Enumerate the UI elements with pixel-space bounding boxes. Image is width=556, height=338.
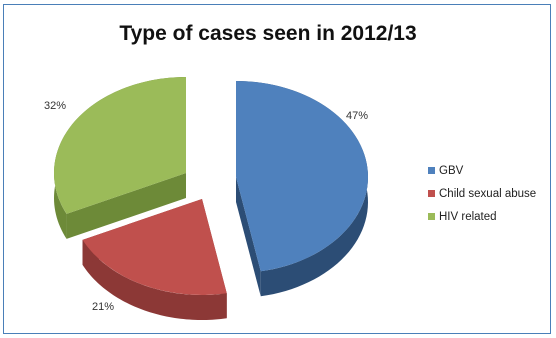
legend-item-hiv-related: HIV related [428,205,536,228]
legend-swatch-gbv [428,167,435,174]
data-label-gbv: 47% [346,110,369,122]
slice-edge-gbv-1 [236,177,261,297]
slice-child-sexual-abuse [82,199,227,296]
data-label-hiv-related: 32% [44,100,67,112]
slice-hiv-related [53,77,187,214]
pie-chart [53,77,369,320]
legend-label-child-sexual-abuse: Child sexual abuse [439,187,537,200]
legend: GBV Child sexual abuse HIV related [428,159,536,228]
legend-label-gbv: GBV [439,164,464,177]
legend-swatch-hiv-related [428,213,435,220]
legend-label-hiv-related: HIV related [439,210,497,223]
slice-gbv [236,81,369,272]
chart-frame: Type of cases seen in 2012/13 47% 21% 32… [3,4,551,334]
chart-title: Type of cases seen in 2012/13 [119,22,417,45]
legend-item-child-sexual-abuse: Child sexual abuse [428,182,536,205]
slice-side-child-sexual-abuse [82,239,227,320]
legend-swatch-child-sexual-abuse [428,190,435,197]
legend-item-gbv: GBV [428,159,536,182]
slice-edge-hiv-related-0 [66,173,186,239]
data-label-child-sexual-abuse: 21% [92,301,115,313]
